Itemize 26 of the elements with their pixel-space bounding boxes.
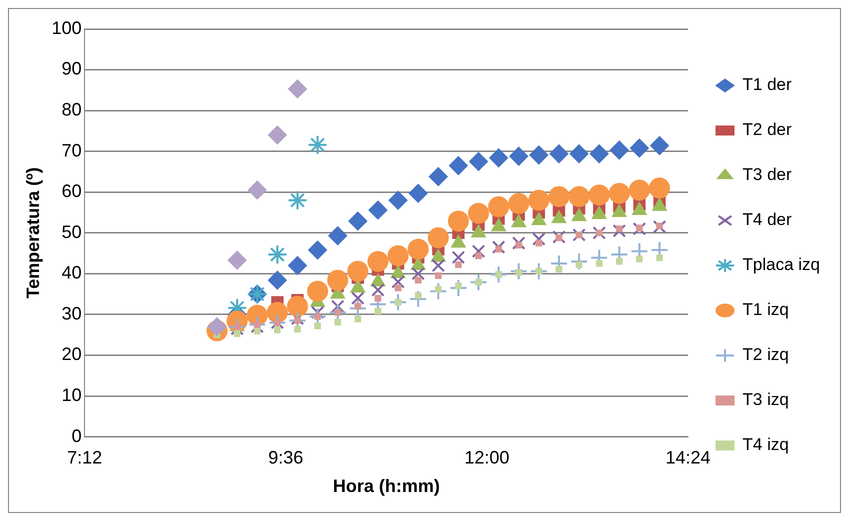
y-tick-label: 90 [62,58,82,79]
legend-label: T2 izq [742,345,789,364]
x-tick-label: 12:00 [464,448,510,468]
x-tick-label: 14:24 [665,448,711,468]
y-tick-label: 100 [52,18,82,38]
legend-label: Tplaca izq [742,255,820,274]
y-axis-title: Temperatura (º) [22,167,43,299]
y-tick-label: 80 [62,100,82,120]
y-tick-label: 0 [72,426,82,446]
y-tick-label: 20 [62,344,82,364]
y-tick-label: 40 [62,262,82,283]
y-tick-label: 70 [62,140,82,160]
legend-label: T2 der [742,120,792,140]
legend-label: T3 izq [742,390,789,410]
x-axis-title: Hora (h:mm) [332,476,440,496]
y-tick-label: 60 [62,181,82,202]
legend-label: T1 izq [742,300,789,320]
y-tick-label: 50 [62,222,82,242]
y-tick-label: 30 [62,303,82,324]
legend-label: T1 der [742,75,792,94]
y-tick-label: 10 [62,384,82,405]
legend-label: T4 izq [742,435,789,454]
x-tick-label: 9:36 [268,448,304,468]
legend-label: T3 der [742,165,792,184]
legend-label: T4 der [742,210,792,230]
x-tick-label: 7:12 [67,448,102,468]
